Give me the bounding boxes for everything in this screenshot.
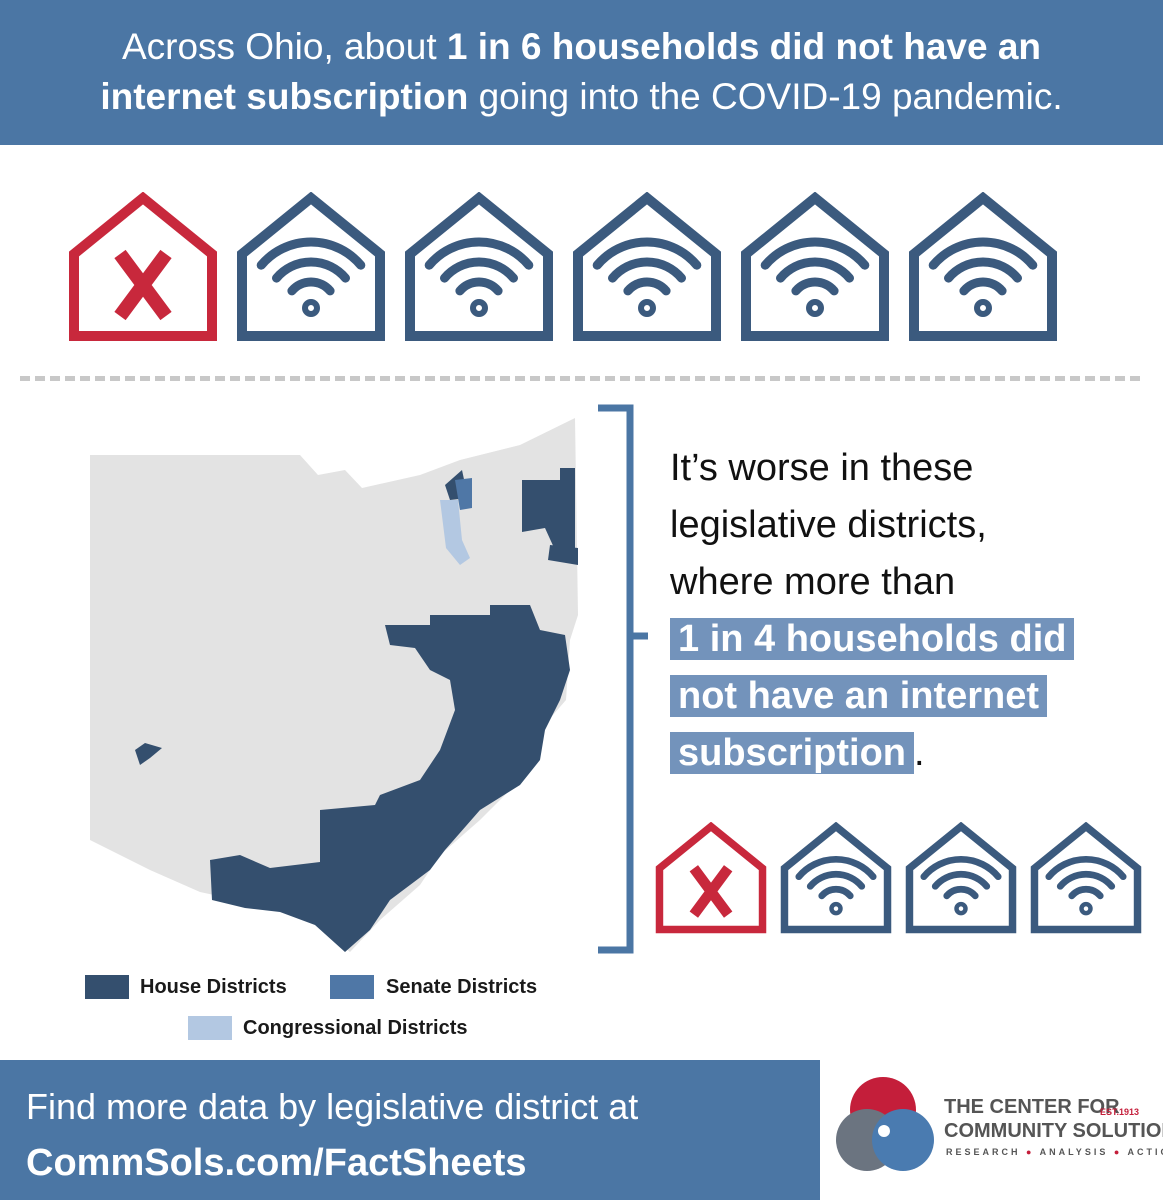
congressional-districts [440, 500, 470, 565]
house-districts [135, 468, 578, 765]
callout-highlight: 1 in 4 households did [670, 618, 1075, 660]
callout-line: where more than [670, 561, 956, 603]
house-internet-icon [578, 198, 716, 336]
callout-highlight: not have an internet [670, 675, 1048, 717]
house-internet-icon [909, 826, 1012, 929]
callout-highlight: subscription [670, 732, 915, 774]
legend-swatch [85, 975, 129, 999]
header-text: going into the COVID-19 pandemic. [468, 76, 1063, 117]
logo-tag: RESEARCH [946, 1147, 1021, 1157]
legend-swatch [188, 1016, 232, 1040]
footer-banner: Find more data by legislative district a… [0, 1060, 820, 1200]
header-banner: Across Ohio, about 1 in 6 households did… [0, 0, 1163, 145]
header-emphasis: internet subscription [100, 76, 469, 117]
logo-mark [836, 1077, 934, 1171]
house-internet-icon [242, 198, 380, 336]
house-internet-icon [784, 826, 887, 929]
legend-label: Senate Districts [386, 976, 538, 998]
house-districts [210, 605, 570, 952]
callout-end: . [914, 732, 925, 774]
house-no-internet-icon [659, 826, 762, 929]
bracket [598, 404, 648, 954]
divider [20, 376, 1140, 381]
logo-est: EST.1913 [1100, 1107, 1140, 1117]
house-internet-icon [914, 198, 1052, 336]
callout-line: It’s worse in these [670, 447, 974, 489]
logo-tagline: RESEARCH ● ANALYSIS ● ACTION [946, 1147, 1163, 1157]
legend-swatch [330, 975, 374, 999]
footer-link[interactable]: CommSols.com/FactSheets [26, 1142, 527, 1184]
house-no-internet-icon [74, 198, 212, 336]
callout: It’s worse in these legislative district… [670, 440, 1075, 782]
header-text: Across Ohio, about [121, 26, 447, 67]
house-internet-icon [1034, 826, 1137, 929]
logo-name: COMMUNITY SOLUTIONS [944, 1120, 1163, 1142]
logo-tag: ANALYSIS [1039, 1147, 1109, 1157]
house-row-small [655, 822, 1145, 937]
logo-tag: ACTION [1127, 1147, 1163, 1157]
header-emphasis: 1 in 6 households did not have an [446, 26, 1042, 67]
ohio-map [90, 404, 648, 954]
legend-label: House Districts [140, 976, 287, 998]
footer-text: Find more data by legislative district a… [26, 1086, 639, 1127]
house-row [68, 192, 1078, 342]
logo-name: THE CENTER FOR [944, 1096, 1120, 1118]
logo-dot: ● [1026, 1147, 1035, 1157]
legend-label: Congressional Districts [243, 1017, 468, 1039]
logo-circle [872, 1109, 934, 1171]
callout-line: legislative districts, [670, 504, 987, 546]
house-internet-icon [746, 198, 884, 336]
house-internet-icon [410, 198, 548, 336]
senate-districts [455, 478, 472, 510]
logo-dot: ● [1113, 1147, 1123, 1157]
logo-circle [878, 1125, 890, 1137]
